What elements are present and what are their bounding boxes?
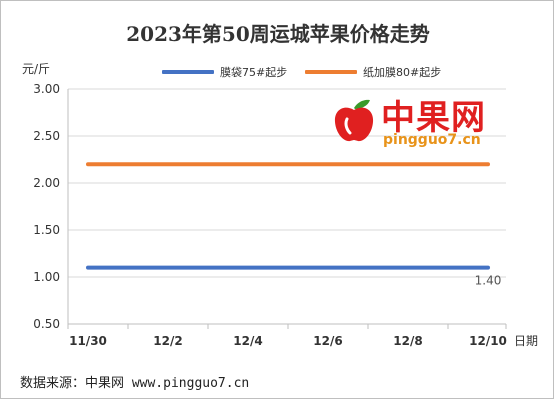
y-tick-label-5: 3.00 bbox=[33, 82, 60, 96]
watermark-url: pingguo7.cn bbox=[383, 132, 481, 148]
legend-swatch-series-2 bbox=[305, 70, 357, 74]
y-tick-label-4: 2.50 bbox=[33, 129, 60, 143]
legend-swatch-series-1 bbox=[162, 70, 214, 74]
x-tick-label-2: 12/4 bbox=[233, 334, 262, 348]
y-tick-label-3: 2.00 bbox=[33, 176, 60, 190]
x-tick-label-4: 12/8 bbox=[393, 334, 422, 348]
x-tick-label-0: 11/30 bbox=[69, 334, 107, 348]
x-tick-label-3: 12/6 bbox=[313, 334, 342, 348]
legend-label-series-1: 膜袋75#起步 bbox=[220, 66, 288, 79]
gridlines bbox=[68, 88, 506, 278]
legend-item-series-1: 膜袋75#起步 bbox=[162, 64, 287, 80]
y-tick-label-1: 1.00 bbox=[33, 270, 60, 284]
data-annotation-0: 1.40 bbox=[475, 274, 502, 288]
y-tick-label-2: 1.50 bbox=[33, 223, 60, 237]
data-source-note: 数据来源：中果网 www.pingguo7.cn bbox=[20, 376, 250, 391]
x-axis-title: 日期 bbox=[514, 334, 538, 348]
x-tick-labels: 11/30 12/2 12/4 12/6 12/8 12/10 日期 bbox=[69, 334, 538, 348]
watermark-brand: 中果网 bbox=[381, 98, 486, 138]
x-tick-label-5: 12/10 bbox=[469, 334, 507, 348]
series-lines bbox=[86, 162, 490, 270]
y-tick-labels: 0.50 1.00 1.50 2.00 2.50 3.00 bbox=[33, 82, 60, 331]
y-tick-label-0: 0.50 bbox=[33, 317, 60, 331]
axes bbox=[67, 89, 507, 329]
y-axis-unit-label: 元/斤 bbox=[22, 62, 51, 76]
annotations: 1.40 bbox=[475, 274, 502, 288]
legend-label-series-2: 纸加膜80#起步 bbox=[363, 66, 442, 79]
chart-title: 2023年第50周运城苹果价格走势 bbox=[126, 22, 430, 46]
x-tick-label-1: 12/2 bbox=[153, 334, 182, 348]
legend-item-series-2: 纸加膜80#起步 bbox=[305, 64, 441, 80]
apple-logo-icon bbox=[330, 96, 378, 148]
